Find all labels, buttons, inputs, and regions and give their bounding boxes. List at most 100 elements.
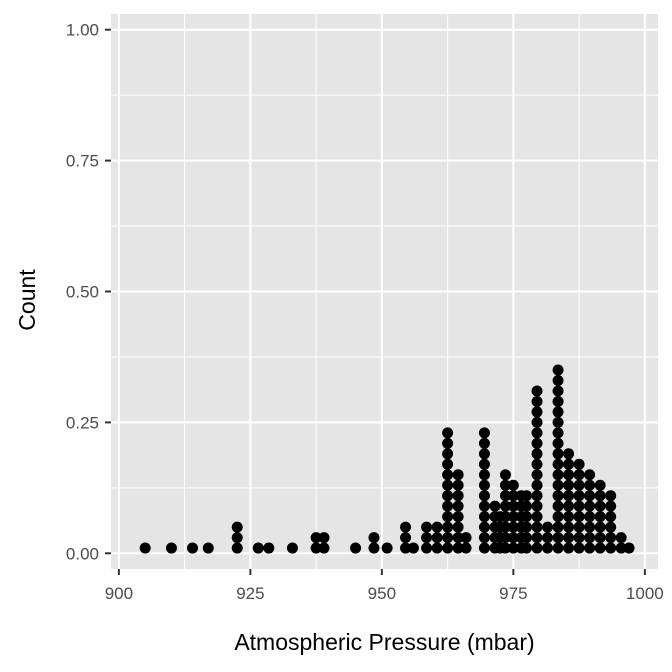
- x-axis: 900 925 950 975 1000: [105, 569, 664, 603]
- data-dot: [594, 542, 606, 554]
- data-dot: [552, 448, 564, 460]
- data-dot: [521, 511, 533, 523]
- data-dot: [615, 532, 627, 544]
- data-dot: [499, 500, 511, 512]
- y-axis: 0.00 0.25 0.50 0.75 1.00: [66, 21, 111, 563]
- data-dot: [563, 479, 575, 491]
- data-dot: [531, 427, 543, 439]
- data-dot: [584, 500, 596, 512]
- data-dot: [478, 542, 490, 554]
- data-dot: [594, 479, 606, 491]
- data-dot: [573, 500, 585, 512]
- data-dot: [442, 448, 454, 460]
- data-dot: [542, 521, 554, 533]
- data-dot: [452, 469, 464, 481]
- data-dot: [531, 395, 543, 407]
- data-dot: [442, 469, 454, 481]
- data-dot: [552, 427, 564, 439]
- data-dot: [507, 532, 519, 544]
- data-dot: [489, 500, 501, 512]
- data-dot: [563, 469, 575, 481]
- data-dot: [381, 542, 393, 554]
- y-tick-label: 0.75: [66, 152, 99, 171]
- data-dot: [507, 542, 519, 554]
- data-dot: [531, 490, 543, 502]
- data-dot: [431, 532, 443, 544]
- data-dot: [623, 542, 635, 554]
- data-dot: [507, 500, 519, 512]
- data-dot: [531, 511, 543, 523]
- data-dot: [521, 542, 533, 554]
- data-dot: [594, 511, 606, 523]
- data-dot: [531, 469, 543, 481]
- data-dot: [442, 532, 454, 544]
- data-dot: [368, 542, 380, 554]
- data-dot: [605, 511, 617, 523]
- data-dot: [442, 500, 454, 512]
- data-dot: [552, 490, 564, 502]
- data-dot: [552, 364, 564, 376]
- data-dot: [478, 490, 490, 502]
- y-tick-label: 1.00: [66, 21, 99, 40]
- data-dot: [507, 490, 519, 502]
- data-dot: [499, 469, 511, 481]
- data-dot: [521, 521, 533, 533]
- data-dot: [252, 542, 264, 554]
- data-dot: [231, 521, 243, 533]
- data-dot: [594, 500, 606, 512]
- data-dot: [350, 542, 362, 554]
- data-dot: [531, 458, 543, 470]
- data-dot: [563, 542, 575, 554]
- data-dot: [531, 479, 543, 491]
- data-dot: [442, 511, 454, 523]
- data-dot: [563, 448, 575, 460]
- data-dot: [594, 490, 606, 502]
- data-dot: [542, 532, 554, 544]
- data-dot: [499, 511, 511, 523]
- data-dot: [499, 479, 511, 491]
- data-dot: [452, 479, 464, 491]
- data-dot: [431, 542, 443, 554]
- data-dot: [478, 532, 490, 544]
- data-dot: [421, 521, 433, 533]
- y-axis-title: Count: [14, 269, 40, 331]
- data-dot: [507, 521, 519, 533]
- data-dot: [552, 385, 564, 397]
- data-dot: [478, 437, 490, 449]
- data-dot: [552, 395, 564, 407]
- data-dot: [310, 532, 322, 544]
- major-gridlines: [111, 14, 658, 569]
- data-dot: [452, 521, 464, 533]
- data-dot: [542, 542, 554, 554]
- data-dot: [552, 416, 564, 428]
- data-dot: [318, 542, 330, 554]
- data-dot: [187, 542, 199, 554]
- data-dot: [460, 532, 472, 544]
- data-dot: [584, 511, 596, 523]
- data-dot: [573, 490, 585, 502]
- data-dot: [552, 479, 564, 491]
- x-tick-label: 925: [236, 584, 264, 603]
- data-dot: [605, 532, 617, 544]
- x-tick-label: 1000: [626, 584, 664, 603]
- data-dot: [573, 479, 585, 491]
- y-tick-label: 0.25: [66, 413, 99, 432]
- data-dot: [478, 458, 490, 470]
- y-tick-label: 0.00: [66, 544, 99, 563]
- data-dot: [499, 521, 511, 533]
- data-dot: [563, 511, 575, 523]
- data-dot: [478, 511, 490, 523]
- data-dot: [605, 542, 617, 554]
- data-dot: [407, 542, 419, 554]
- data-dot: [531, 416, 543, 428]
- data-dot: [442, 542, 454, 554]
- data-dot: [452, 500, 464, 512]
- data-dot: [478, 469, 490, 481]
- data-dot: [521, 500, 533, 512]
- data-dot: [318, 532, 330, 544]
- data-dot: [573, 521, 585, 533]
- data-dot: [584, 521, 596, 533]
- y-tick-label: 0.50: [66, 283, 99, 302]
- data-dot: [552, 521, 564, 533]
